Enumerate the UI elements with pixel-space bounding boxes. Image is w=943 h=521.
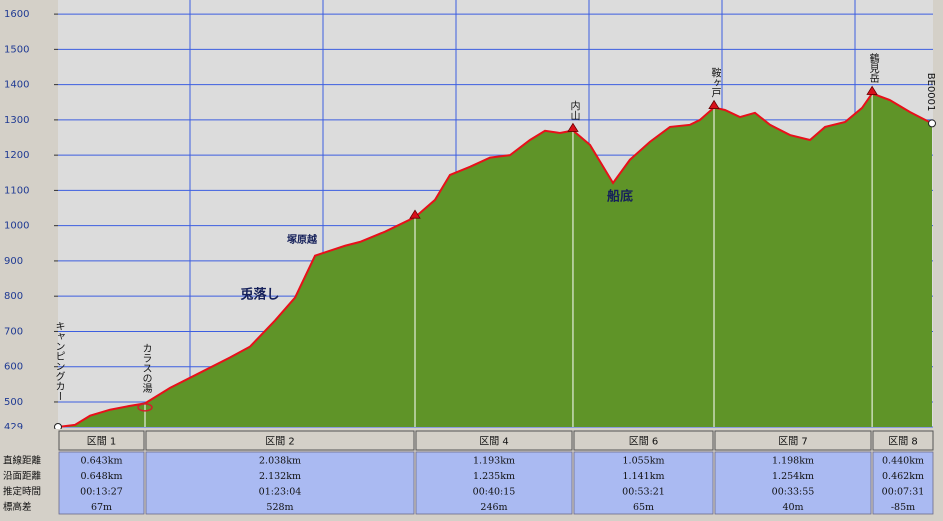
section-header: 区間 4 — [479, 436, 509, 448]
y-tick-label: 1400 — [4, 80, 29, 91]
section-value: 2.038km — [259, 455, 301, 466]
section-value: 00:40:15 — [473, 486, 516, 497]
section-header: 区間 2 — [265, 436, 295, 448]
waypoint-label: 鞍ヶ戸 — [709, 66, 721, 98]
section-value: 65m — [633, 502, 654, 513]
y-tick-label: 1100 — [4, 185, 29, 196]
section-header-cell — [714, 430, 872, 451]
waypoint-marker — [866, 85, 878, 95]
y-tick-label: 500 — [4, 397, 23, 408]
section-value: 00:07:31 — [882, 486, 925, 497]
waypoint-marker — [567, 122, 579, 132]
section-value: 1.235km — [473, 471, 515, 482]
section-value: 1.055km — [623, 455, 665, 466]
section-value: 00:13:27 — [80, 486, 123, 497]
waypoint-label: BE0001 — [925, 73, 936, 112]
section-value: 2.132km — [259, 471, 301, 482]
row-header: 直線距離 — [3, 454, 42, 466]
section-value: 40m — [782, 502, 803, 513]
annotation: 兎落し — [240, 287, 279, 303]
section-value: 1.141km — [623, 471, 665, 482]
hot-spring-marker — [137, 403, 153, 412]
y-tick-label: 1600 — [4, 9, 29, 20]
section-header: 区間 8 — [888, 436, 918, 448]
section-header-cell — [872, 430, 934, 451]
section-value: 67m — [91, 502, 112, 513]
row-header: 推定時間 — [3, 485, 41, 497]
row-header: 標高差 — [3, 501, 32, 513]
section-header: 区間 1 — [87, 436, 117, 448]
y-tick-label: 1300 — [4, 115, 29, 126]
section-value: 246m — [480, 502, 507, 513]
y-tick-label: 1500 — [4, 44, 29, 55]
y-tick-label: 600 — [4, 362, 23, 373]
section-value: 01:23:04 — [259, 486, 302, 497]
section-value: 1.254km — [772, 471, 814, 482]
profile-line — [57, 92, 933, 428]
section-header-cell — [145, 430, 415, 451]
y-tick-label: 800 — [4, 291, 23, 302]
section-value: 0.648km — [81, 471, 123, 482]
annotation: 塚原越 — [287, 233, 318, 246]
endpoint-marker — [928, 119, 936, 128]
profile-area — [58, 93, 932, 428]
row-header: 沿面距離 — [3, 470, 42, 482]
section-header-cell — [415, 430, 573, 451]
section-data-cell — [145, 451, 415, 515]
waypoint-label: 鶴見岳 — [867, 52, 879, 84]
section-value: 0.643km — [81, 455, 123, 466]
waypoint-marker — [409, 209, 421, 219]
section-header: 区間 6 — [629, 436, 659, 448]
y-tick-label: 1200 — [4, 150, 29, 161]
waypoint-label: 内山 — [568, 99, 580, 120]
waypoint-label: カラスの湯 — [140, 343, 152, 394]
y-tick-label: 1000 — [4, 221, 29, 232]
section-header-cell — [58, 430, 145, 451]
annotation: 船底 — [607, 189, 633, 205]
section-data-cell — [573, 451, 714, 515]
y-tick-label: 429 — [4, 422, 23, 433]
waypoint-marker — [708, 99, 720, 109]
section-value: -85m — [891, 502, 915, 513]
section-data-cell — [58, 451, 145, 515]
y-tick-label: 900 — [4, 256, 23, 267]
section-value: 0.462km — [882, 471, 924, 482]
section-data-cell — [415, 451, 573, 515]
section-value: 1.198km — [772, 455, 814, 466]
section-value: 528m — [266, 502, 293, 513]
y-tick-label: 700 — [4, 326, 23, 337]
section-value: 1.193km — [473, 455, 515, 466]
section-data-cell — [872, 451, 934, 515]
section-value: 00:33:55 — [772, 486, 815, 497]
section-value: 0.440km — [882, 455, 924, 466]
section-value: 00:53:21 — [622, 486, 665, 497]
section-header-cell — [573, 430, 714, 451]
section-header: 区間 7 — [778, 436, 808, 448]
section-data-cell — [714, 451, 872, 515]
waypoint-label: キャンピングカー — [53, 321, 65, 401]
